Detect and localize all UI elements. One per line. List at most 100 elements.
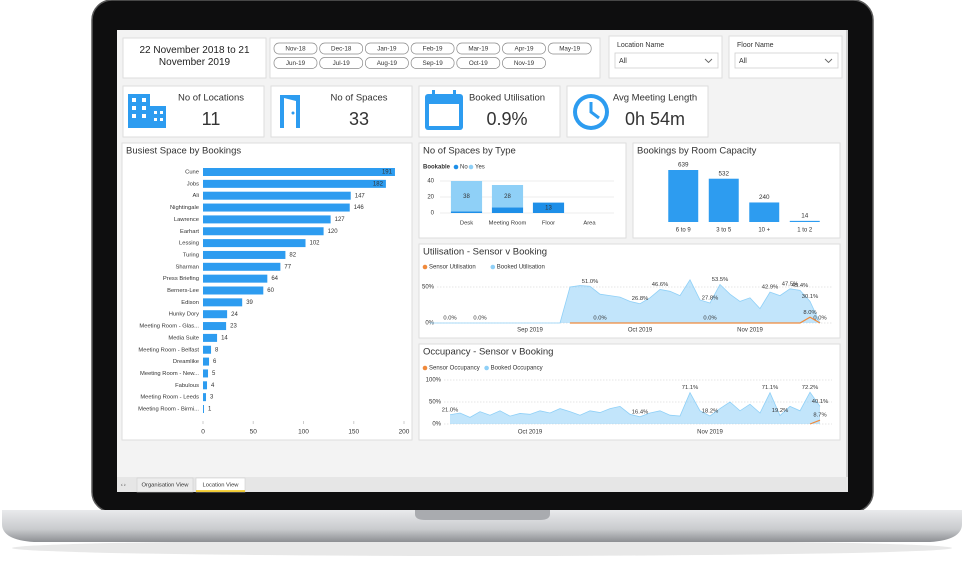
month-label[interactable]: May-19 <box>559 45 580 52</box>
value-label: 27.8% <box>702 296 718 302</box>
category-label: Hunky Dory <box>169 312 199 318</box>
legend-label: No <box>460 165 468 171</box>
month-label[interactable]: Jul-19 <box>333 60 351 67</box>
door-icon <box>280 95 300 128</box>
shadow <box>12 540 952 556</box>
month-button[interactable] <box>502 42 546 55</box>
month-button[interactable] <box>547 42 592 55</box>
bar <box>203 250 286 259</box>
category-label: Edison <box>181 300 199 306</box>
month-label[interactable]: Aug-19 <box>377 60 398 67</box>
x-tick-label: Floor <box>542 221 555 227</box>
x-tick-label: 6 to 9 <box>676 228 692 234</box>
value-label: 40.1% <box>812 399 828 405</box>
series-line <box>809 419 821 425</box>
month-label[interactable]: Nov-18 <box>285 45 306 52</box>
category-label: Meeting Room - Belfast <box>138 347 199 353</box>
filter-label: Location Name <box>617 42 664 49</box>
month-button[interactable] <box>319 57 364 69</box>
month-label[interactable]: Jun-19 <box>286 60 306 67</box>
value-label: 71.1% <box>762 385 778 391</box>
value-label: 21.0% <box>442 407 458 413</box>
legend-label: Sensor Occupancy <box>429 366 480 372</box>
month-button[interactable] <box>410 57 455 69</box>
month-button[interactable] <box>456 57 501 69</box>
card-value: 0.9% <box>486 109 527 129</box>
bar <box>203 286 264 295</box>
month-button[interactable] <box>273 57 318 69</box>
icon-part <box>132 98 136 102</box>
x-tick-label: Desk <box>460 221 473 227</box>
icon-part <box>589 102 600 120</box>
bar-segment <box>491 207 524 213</box>
value-label: 0.0% <box>703 316 716 322</box>
month-label[interactable]: Dec-18 <box>331 45 352 52</box>
month-button[interactable] <box>273 42 318 55</box>
chart-title: Utilisation - Sensor v Booking <box>423 247 547 258</box>
month-label[interactable]: Sep-19 <box>422 60 443 67</box>
bar <box>203 405 205 413</box>
icon-part <box>150 106 166 128</box>
tab-label[interactable]: Organisation View <box>142 483 190 489</box>
bar <box>203 203 350 212</box>
month-label[interactable]: Mar-19 <box>468 45 488 52</box>
x-tick-label: Nov 2019 <box>737 328 763 334</box>
bar <box>203 215 331 224</box>
dropdown-value[interactable]: All <box>739 58 747 65</box>
month-button[interactable] <box>502 57 546 69</box>
month-label[interactable]: Feb-19 <box>423 45 443 52</box>
category-label: Cune <box>185 170 199 176</box>
dropdown-value[interactable]: All <box>619 58 627 65</box>
y-tick-label: 50% <box>429 400 442 406</box>
month-label[interactable]: Jan-19 <box>377 45 397 52</box>
chart-title: Busiest Space by Bookings <box>126 146 241 157</box>
category-label: Jobs <box>187 181 199 187</box>
legend-swatch <box>422 264 428 270</box>
area-fill <box>430 279 820 323</box>
bar <box>203 262 281 271</box>
icon-part <box>291 111 295 115</box>
icon-part <box>154 118 157 121</box>
y-tick-label: 0% <box>432 422 441 428</box>
legend-title: Bookable <box>423 165 451 171</box>
value-label: 0.0% <box>443 316 456 322</box>
month-button[interactable] <box>365 57 409 69</box>
series-line <box>570 316 821 324</box>
bar <box>203 333 218 342</box>
month-button[interactable] <box>410 42 455 55</box>
dropdown[interactable] <box>614 52 719 69</box>
icon-part <box>142 106 146 110</box>
month-label[interactable]: Oct-19 <box>469 60 488 67</box>
value-label: 72.2% <box>802 385 818 391</box>
icon-part <box>160 118 163 121</box>
bar <box>708 178 739 222</box>
month-button[interactable] <box>365 42 409 55</box>
bar <box>203 357 210 366</box>
value-label: 30.1% <box>802 294 818 300</box>
x-tick-label: 0 <box>201 429 205 436</box>
tab[interactable] <box>136 477 194 493</box>
bar-segment <box>450 211 483 213</box>
clock-icon <box>573 94 609 130</box>
dropdown[interactable] <box>734 52 839 69</box>
icon-part <box>132 114 136 118</box>
icon-part <box>284 98 296 128</box>
calendar-icon <box>425 90 463 130</box>
date-range: 22 November 2018 to 21 November 2019 <box>139 45 250 68</box>
value-label: 147 <box>355 193 366 199</box>
month-label[interactable]: Apr-19 <box>515 45 534 52</box>
value-label: 240 <box>759 194 770 201</box>
value-label: 0.0% <box>473 316 486 322</box>
value-label: 532 <box>718 170 729 177</box>
bar-segment <box>532 202 565 213</box>
month-button[interactable] <box>456 42 501 55</box>
tab-label[interactable]: Location View <box>203 483 240 489</box>
area-fill <box>450 392 820 424</box>
month-button[interactable] <box>319 42 364 55</box>
series-line <box>430 278 821 324</box>
tab[interactable] <box>195 477 246 493</box>
category-label: Dreamlike <box>173 359 199 365</box>
icon-part <box>142 98 146 102</box>
month-label[interactable]: Nov-19 <box>514 60 535 67</box>
value-label: 28 <box>504 194 511 200</box>
